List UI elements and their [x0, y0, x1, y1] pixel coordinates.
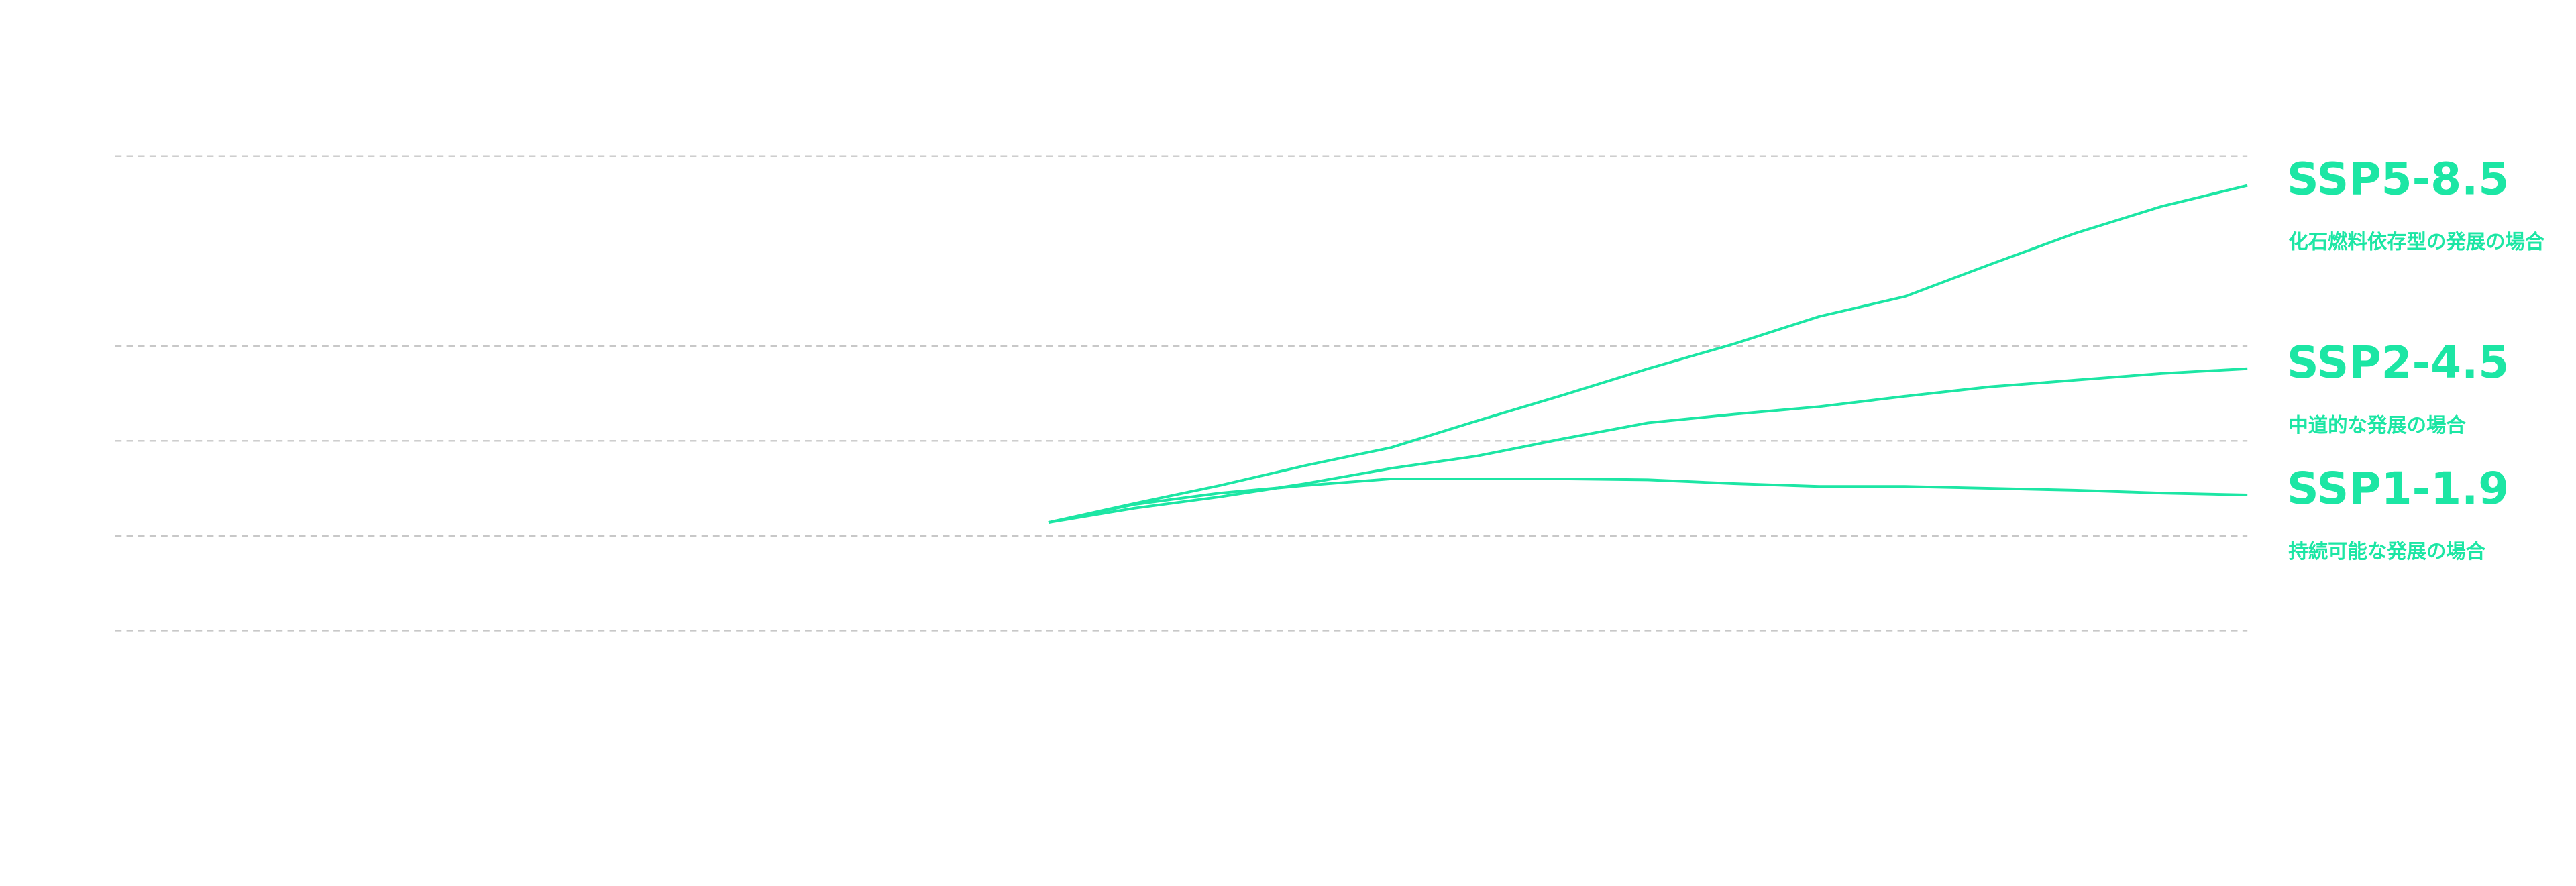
series-line — [1048, 367, 2248, 524]
series-label: SSP5-8.5 — [2287, 154, 2509, 205]
series-line — [1048, 184, 2248, 524]
series-description: 化石燃料依存型の発展の場合 — [2288, 231, 2545, 254]
series-line — [1048, 477, 2248, 524]
series-label: SSP1-1.9 — [2287, 463, 2509, 514]
series-label: SSP2-4.5 — [2287, 337, 2509, 388]
series-description: 中道的な発展の場合 — [2288, 414, 2466, 437]
series-description: 持続可能な発展の場合 — [2288, 540, 2485, 563]
